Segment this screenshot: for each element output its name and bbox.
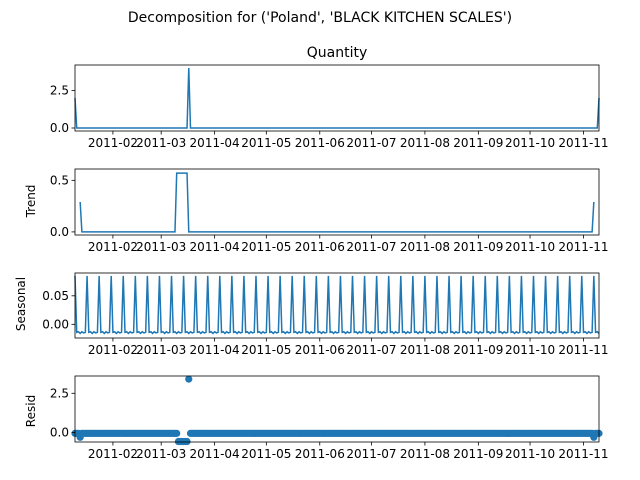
observed-axes-frame (74, 64, 600, 132)
trend-xtick-label: 2011-06 (295, 240, 345, 254)
trend-xtick-label: 2011-05 (241, 240, 291, 254)
resid-xtick-label: 2011-06 (295, 447, 345, 461)
trend-xtick-label: 2011-11 (558, 240, 608, 254)
observed-panel-title: Quantity (307, 45, 368, 61)
seasonal-xtick-label: 2011-04 (190, 343, 240, 357)
trend-xtick-label: 2011-10 (505, 240, 555, 254)
trend-axes-frame (74, 168, 600, 236)
observed-xtick-label: 2011-08 (400, 136, 450, 150)
seasonal-xtick-label: 2011-08 (400, 343, 450, 357)
resid-xtick-label: 2011-07 (346, 447, 396, 461)
trend-xtick-label: 2011-03 (136, 240, 186, 254)
seasonal-xtick-label: 2011-09 (453, 343, 503, 357)
resid-xtick-label: 2011-10 (505, 447, 555, 461)
seasonal-ytick-label: 0.00 (42, 317, 69, 331)
resid-xtick-label: 2011-04 (190, 447, 240, 461)
observed-xtick-label: 2011-04 (190, 136, 240, 150)
resid-ylabel: Resid (24, 395, 38, 427)
resid-ytick-label: 0.0 (50, 426, 69, 440)
seasonal-ytick-label: 0.05 (42, 289, 69, 303)
resid-xtick-label: 2011-09 (453, 447, 503, 461)
resid-xtick-label: 2011-11 (558, 447, 608, 461)
trend-ylabel: Trend (24, 185, 38, 219)
resid-point (173, 429, 181, 437)
seasonal-xtick-label: 2011-06 (295, 343, 345, 357)
observed-xtick-label: 2011-11 (558, 136, 608, 150)
observed-xtick-label: 2011-10 (505, 136, 555, 150)
seasonal-xtick-label: 2011-03 (136, 343, 186, 357)
resid-xtick-label: 2011-08 (400, 447, 450, 461)
seasonal-xtick-label: 2011-07 (346, 343, 396, 357)
observed-xtick-label: 2011-05 (241, 136, 291, 150)
observed-xtick-label: 2011-09 (453, 136, 503, 150)
observed-line (74, 67, 600, 129)
observed-xtick-label: 2011-06 (295, 136, 345, 150)
resid-point (183, 437, 191, 446)
trend-line (79, 172, 595, 233)
resid-xtick-label: 2011-02 (88, 447, 138, 461)
observed-ytick-label: 2.5 (50, 84, 69, 98)
seasonal-xtick-label: 2011-02 (88, 343, 138, 357)
seasonal-xtick-label: 2011-10 (505, 343, 555, 357)
trend-xtick-label: 2011-02 (88, 240, 138, 254)
resid-xtick-label: 2011-05 (241, 447, 291, 461)
resid-xtick-label: 2011-03 (136, 447, 186, 461)
resid-axes-frame (74, 375, 600, 443)
trend-xtick-label: 2011-07 (346, 240, 396, 254)
observed-ytick-label: 0.0 (50, 121, 69, 135)
trend-xtick-label: 2011-08 (400, 240, 450, 254)
observed-xtick-label: 2011-07 (346, 136, 396, 150)
seasonal-ylabel: Seasonal (14, 277, 28, 331)
trend-xtick-label: 2011-09 (453, 240, 503, 254)
trend-xtick-label: 2011-04 (190, 240, 240, 254)
figure-suptitle: Decomposition for ('Poland', 'BLACK KITC… (128, 10, 512, 26)
observed-xtick-label: 2011-03 (136, 136, 186, 150)
observed-xtick-label: 2011-02 (88, 136, 138, 150)
seasonal-axes-frame (74, 272, 600, 339)
trend-ytick-label: 0.0 (50, 225, 69, 239)
seasonal-line (74, 275, 600, 335)
seasonal-xtick-label: 2011-05 (241, 343, 291, 357)
trend-ytick-label: 0.5 (50, 173, 69, 187)
resid-ytick-label: 2.5 (50, 386, 69, 400)
resid-point (185, 375, 193, 383)
seasonal-xtick-label: 2011-11 (558, 343, 608, 357)
